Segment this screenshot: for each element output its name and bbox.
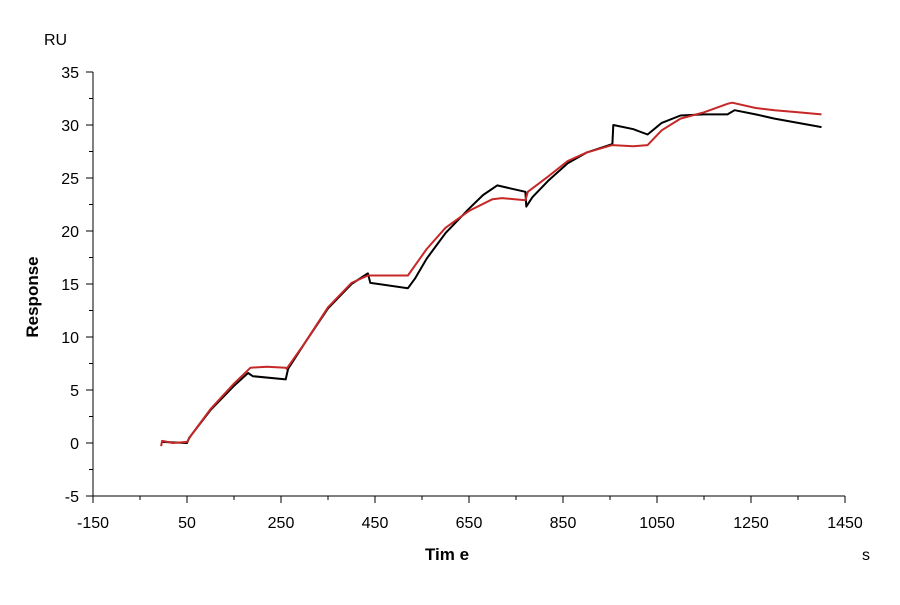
ticks: [86, 71, 846, 503]
y-tick-label: 20: [61, 224, 79, 241]
y-tick-label: 35: [61, 65, 79, 82]
tick-labels: -150 50 250 450 650 850 1050 1250 1450 -5 0 5 10 15 20…: [61, 65, 863, 532]
x-tick-label: 850: [550, 515, 577, 532]
x-tick-label: -150: [77, 515, 109, 532]
series-line-1: [161, 109, 822, 444]
series-line-2: [160, 101, 822, 447]
x-unit-label: s: [862, 547, 870, 564]
y-tick-label: 0: [70, 436, 79, 453]
y-tick-label: 5: [70, 383, 79, 400]
y-tick-label: 30: [61, 118, 79, 135]
y-axis-title: Response: [23, 256, 42, 337]
y-tick-label: 15: [61, 277, 79, 294]
x-tick-label: 1450: [827, 515, 863, 532]
x-axis-title: Tim e: [425, 545, 469, 564]
x-tick-label: 450: [362, 515, 389, 532]
y-unit-label: RU: [44, 32, 67, 49]
x-tick-label: 250: [268, 515, 295, 532]
x-tick-label: 1050: [639, 515, 675, 532]
y-tick-label: 25: [61, 171, 79, 188]
axes: [92, 72, 845, 497]
x-tick-label: 1250: [733, 515, 769, 532]
y-tick-label: 10: [61, 330, 79, 347]
y-tick-label: -5: [65, 489, 79, 506]
x-tick-label: 650: [456, 515, 483, 532]
series-layer: [160, 101, 822, 447]
x-tick-label: 50: [178, 515, 196, 532]
